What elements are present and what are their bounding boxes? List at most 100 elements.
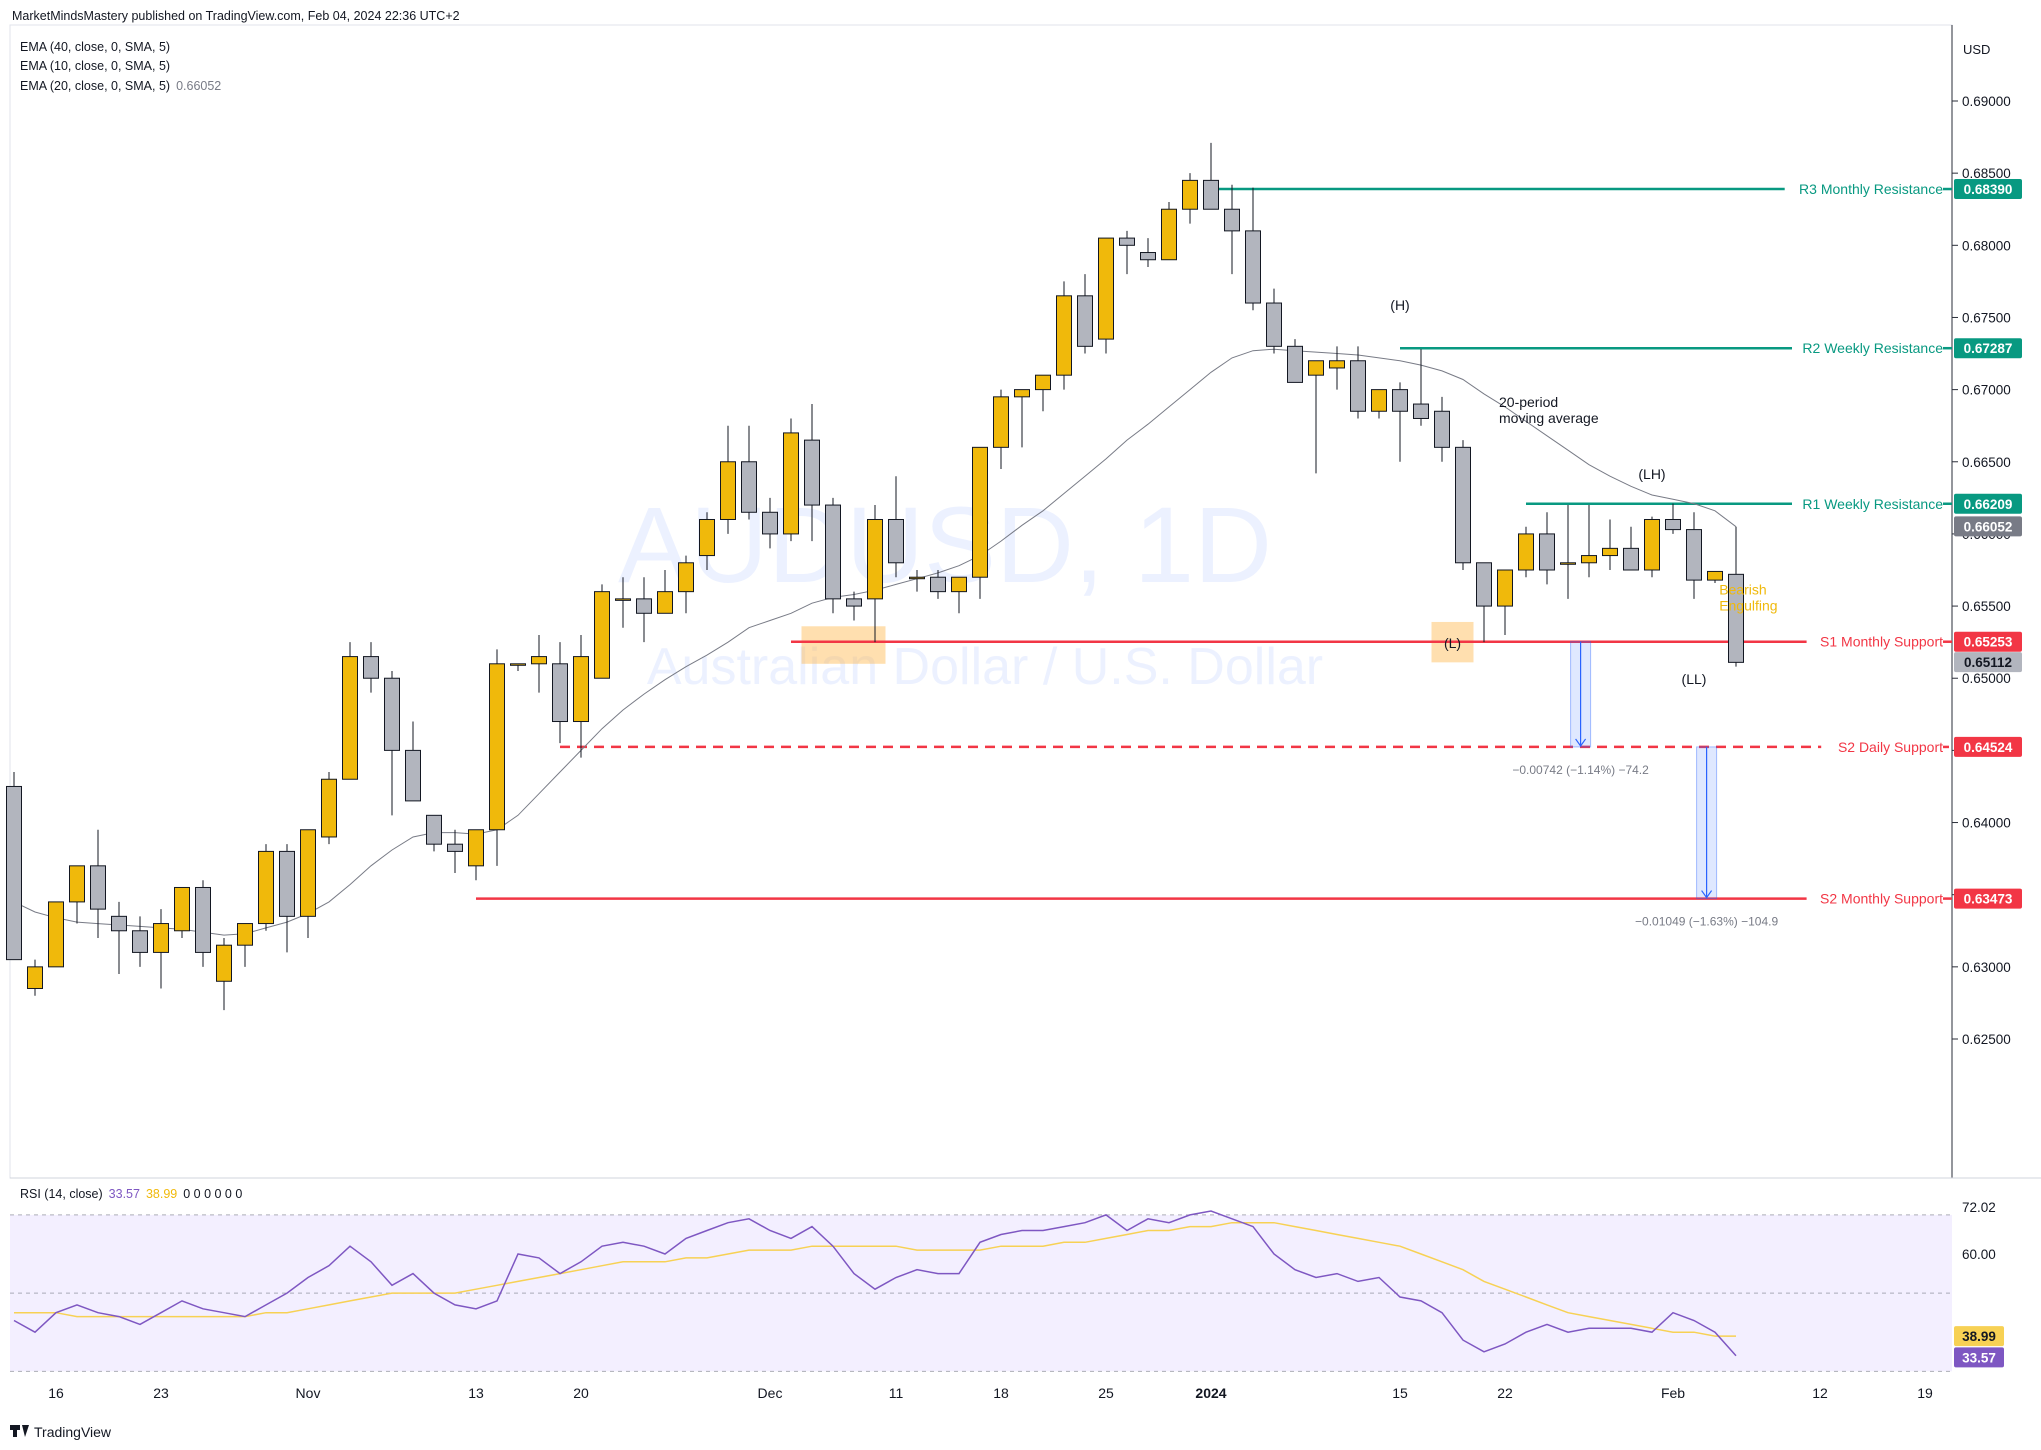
level-label-0: R3 Monthly Resistance [1799,181,1943,197]
levels-layer: R3 Monthly Resistance R2 Weekly Resistanc… [476,181,1952,907]
candle-body-48 [1014,389,1030,398]
candle-59 [1245,187,1261,311]
price-tick-label-12: 0.68500 [1962,166,2011,181]
candle-body-25 [531,656,547,665]
currency-label[interactable]: USD [1963,42,1990,57]
candle-72 [1518,526,1534,578]
level-tag-2: 0.66209 [1964,497,2013,512]
candle-body-54 [1140,252,1156,261]
level-tag-bg-5 [1954,888,2022,909]
candle-body-42 [888,518,904,564]
indicator-ema40[interactable]: EMA (40, close, 0, SMA, 5) [20,40,170,54]
candle-69 [1455,440,1471,570]
candle-body-67 [1413,403,1429,419]
candle-body-7 [153,923,169,953]
candle-56 [1182,173,1198,224]
level-label-3: S1 Monthly Support [1820,634,1943,650]
candle-45 [951,576,967,614]
candle-body-53 [1119,237,1135,246]
candle-body-12 [258,850,274,925]
candle-body-76 [1602,547,1618,557]
candle-54 [1140,238,1156,267]
rsi-ma-line [14,1221,1736,1337]
candle-body-74 [1560,562,1576,565]
candle-2 [48,901,64,968]
candle-body-16 [342,656,358,780]
rsi-axis-label-0: 72.02 [1962,1200,1996,1215]
annotation-4: 20-period [1499,394,1558,410]
price-tag-1: 0.65112 [1964,655,2012,670]
candle-25 [531,634,547,693]
time-axis-label-7: 18 [993,1385,1009,1401]
candle-body-79 [1665,518,1681,531]
candle-body-41 [867,518,883,600]
time-axis-label-6: 11 [889,1385,904,1401]
indicator-ema20[interactable]: EMA (20, close, 0, SMA, 5) 0.66052 [20,79,221,93]
candle-62 [1308,360,1324,474]
candle-body-8 [174,886,190,932]
candle-body-61 [1287,345,1303,383]
candle-38 [804,404,820,542]
candle-body-22 [468,829,484,867]
level-tag-1: 0.67287 [1964,341,2013,356]
measure-label-0: −0.00742 (−1.14%) −74.2 [1512,763,1649,777]
rsi-legend[interactable]: RSI (14, close) 33.57 38.99 0 0 0 0 0 0 [20,1187,242,1201]
candle-body-6 [132,930,148,953]
candle-21 [447,829,463,874]
price-tick-label-1: 0.63000 [1962,960,2011,975]
candles-layer [6,142,1744,1011]
candle-body-71 [1497,569,1513,607]
candle-body-36 [762,511,778,535]
candle-body-24 [510,663,526,666]
candle-77 [1623,526,1639,571]
rsi-line [13,1210,1737,1357]
level-tag-bg-4 [1954,736,2022,757]
time-axis-label-11: 22 [1497,1385,1513,1401]
time-axis-label-10: 15 [1392,1385,1408,1401]
time-axis[interactable]: 16 23 Nov 13 20 Dec 11 18 25 2024 15 22 Feb 12 19 [48,1385,1933,1401]
candle-8 [174,886,190,938]
demand-zone-0 [801,626,886,664]
price-tick-label-3: 0.64000 [1962,816,2011,831]
candle-42 [888,476,904,578]
candle-body-0 [6,785,22,961]
candle-body-51 [1077,295,1093,347]
candle-22 [468,829,484,881]
candle-body-18 [384,677,400,751]
candle-body-80 [1686,529,1702,581]
candle-57 [1203,142,1219,210]
candle-body-9 [195,886,211,953]
annotation-2: (L) [1444,635,1461,651]
level-tag-0: 0.68390 [1964,182,2013,197]
price-tag-bg-0 [1954,516,2022,537]
candle-body-11 [237,923,253,946]
indicator-ema10[interactable]: EMA (10, close, 0, SMA, 5) [20,59,170,73]
candle-16 [342,642,358,780]
price-tag-bg-1 [1954,652,2022,673]
candle-body-59 [1245,230,1261,304]
price-tick-label-9: 0.67000 [1962,383,2011,398]
candle-46 [972,446,988,599]
price-tick-label-13: 0.69000 [1962,94,2011,109]
candle-29 [615,577,631,628]
candle-60 [1266,288,1282,354]
candle-body-60 [1266,302,1282,347]
candle-73 [1539,512,1555,585]
price-tick-label-0: 0.62500 [1962,1032,2011,1047]
level-tag-4: 0.64524 [1964,740,2013,755]
candle-body-49 [1035,374,1051,391]
annotation-1: (LH) [1638,466,1665,482]
candle-66 [1392,382,1408,462]
candle-70 [1476,562,1492,643]
candle-15 [321,772,337,845]
candle-body-14 [300,829,316,917]
candle-body-63 [1329,360,1345,369]
candle-4 [90,829,106,938]
candle-body-75 [1581,555,1597,564]
level-label-5: S2 Monthly Support [1820,891,1943,907]
candle-body-72 [1518,533,1534,571]
price-tick-label-11: 0.68000 [1962,238,2011,253]
candle-23 [489,649,505,866]
candle-body-10 [216,944,232,982]
